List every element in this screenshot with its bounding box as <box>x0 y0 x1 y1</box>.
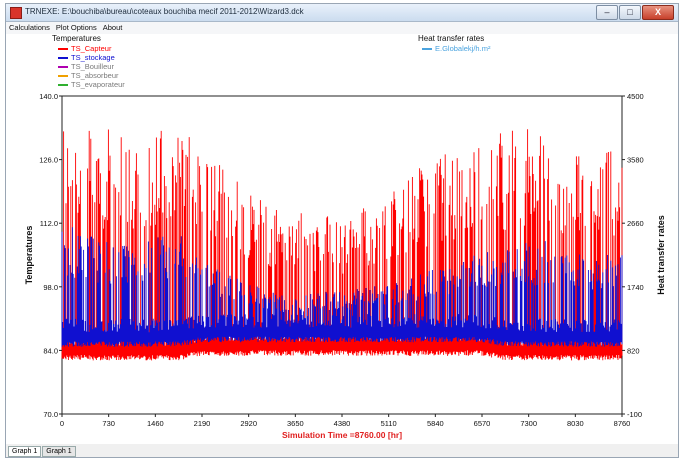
x-tick-label: 0 <box>60 419 64 428</box>
temperature-chart: 0 730 1460 2190 2920 3650 4380 5110 5840 6570 7300… <box>24 92 666 440</box>
plot-area: Temperatures TS_Capteur TS_stockage TS_B… <box>6 34 678 444</box>
x-tick-label: 7300 <box>520 419 537 428</box>
trnexe-window: TRNEXE: E:\bouchiba\bureau\coteaux bouch… <box>5 3 679 458</box>
legend-label: TS_stockage <box>71 53 115 62</box>
title-bar[interactable]: TRNEXE: E:\bouchiba\bureau\coteaux bouch… <box>6 4 678 22</box>
menu-about[interactable]: About <box>102 23 123 32</box>
x-tick-label: 6570 <box>474 419 491 428</box>
close-button[interactable]: X <box>642 5 674 20</box>
x-tick-label: 5840 <box>427 419 444 428</box>
y-axis-label-right: Heat transfer rates <box>656 215 666 295</box>
menu-calculations[interactable]: Calculations <box>9 23 50 32</box>
legend-swatch <box>58 83 68 86</box>
x-tick-label: 3650 <box>287 419 304 428</box>
legend-item-ts-absorbeur[interactable]: TS_absorbeur <box>58 71 119 80</box>
tab-graph-1-secondary[interactable]: Graph 1 <box>42 446 76 457</box>
graph-tabs: Graph 1 Graph 1 <box>8 446 76 457</box>
x-axis-label: Simulation Time =8760.00 [hr] <box>282 430 402 440</box>
legend-temperatures-title: Temperatures <box>52 34 101 43</box>
legend-swatch <box>58 56 68 59</box>
x-tick-label: 4380 <box>334 419 351 428</box>
maximize-button[interactable]: □ <box>619 5 641 20</box>
x-tick-label: 2190 <box>194 419 211 428</box>
window-title: TRNEXE: E:\bouchiba\bureau\coteaux bouch… <box>25 7 304 16</box>
legend-label: TS_absorbeur <box>71 71 119 80</box>
y-tick-label-left: 70.0 <box>43 410 58 419</box>
x-tick-label: 730 <box>102 419 115 428</box>
legend-swatch <box>422 47 432 50</box>
series-ts-stockage <box>61 227 623 347</box>
x-tick-label: 8760 <box>614 419 631 428</box>
x-tick-label: 1460 <box>147 419 164 428</box>
legend-label: E.Globalekj/h.m² <box>435 44 491 53</box>
tab-graph-1[interactable]: Graph 1 <box>8 446 42 457</box>
x-tick-label: 2920 <box>240 419 257 428</box>
menu-plot-options[interactable]: Plot Options <box>55 23 97 32</box>
legend-heat-title: Heat transfer rates <box>418 34 485 43</box>
y-tick-label-left: 98.0 <box>43 283 58 292</box>
y-tick-label-left: 84.0 <box>43 346 58 355</box>
legend-label: TS_Capteur <box>71 44 112 53</box>
y-axis-label-left: Temperatures <box>24 226 34 285</box>
legend-swatch <box>58 74 68 77</box>
legend-item-ts-bouilleur[interactable]: TS_Bouilleur <box>58 62 114 71</box>
y-tick-label-right: 3580 <box>627 156 644 165</box>
legend-item-ts-evaporateur[interactable]: TS_evaporateur <box>58 80 125 89</box>
y-tick-label-right: 4500 <box>627 92 644 101</box>
y-tick-label-left: 112.0 <box>40 219 58 228</box>
y-tick-label-right: 1740 <box>627 283 644 292</box>
legend-item-e-globale[interactable]: E.Globalekj/h.m² <box>422 44 490 53</box>
y-tick-label-left: 126.0 <box>39 156 58 165</box>
x-tick-label: 8030 <box>567 419 584 428</box>
y-tick-label-left: 140.0 <box>39 92 58 101</box>
y-tick-label-right: 2660 <box>627 219 644 228</box>
legend-label: TS_evaporateur <box>71 80 125 89</box>
minimize-button[interactable]: – <box>596 5 618 20</box>
y-tick-label-right: 820 <box>627 346 640 355</box>
app-icon <box>10 7 22 19</box>
legend-swatch <box>58 65 68 68</box>
legend-swatch <box>58 47 68 50</box>
x-tick-label: 5110 <box>381 419 397 428</box>
legend-item-ts-capteur[interactable]: TS_Capteur <box>58 44 111 53</box>
legend-label: TS_Bouilleur <box>71 62 114 71</box>
legend-item-ts-stockage[interactable]: TS_stockage <box>58 53 115 62</box>
y-tick-label-right: -100 <box>627 410 642 419</box>
